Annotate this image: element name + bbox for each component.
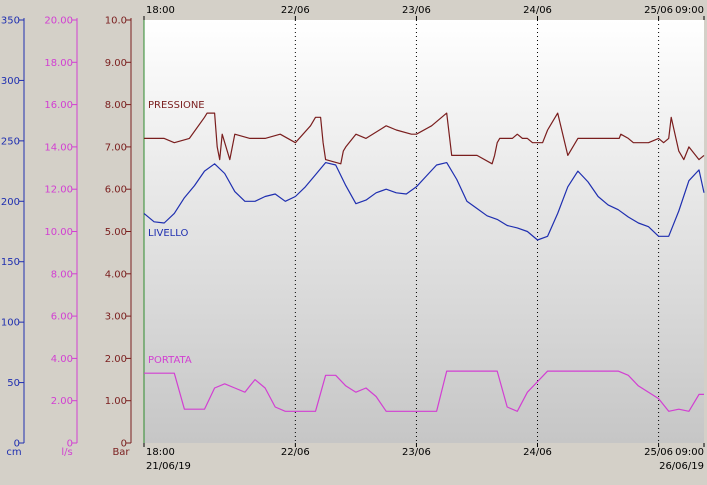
axis-tick-label-bar: 7.00 [105,142,127,153]
axis-unit-bar: Bar [112,447,130,458]
y-axes: 0 1.00 2.00 3.00 4.00 5.00 6.00 7.00 8.00 9.00 10.… [1,16,132,458]
series-label-portata: PORTATA [148,355,192,366]
axis-tick-label-cm: 200 [1,197,20,208]
axis-tick-label-ls: 16.00 [44,100,73,111]
x-tick-label-bottom: 09:00 [675,447,704,458]
x-tick-label-bottom: 23/06 [402,447,431,458]
x-start-date: 21/06/19 [146,461,191,472]
axis-tick-label-cm: 250 [1,136,20,147]
axis-tick-label-ls: 0 [67,439,73,450]
axis-tick-label-cm: 300 [1,76,20,87]
x-tick-label-top: 18:00 [146,5,175,16]
axis-tick-label-bar: 1.00 [105,396,127,407]
x-tick-label-bottom: 24/06 [523,447,552,458]
series-label-livello: LIVELLO [148,228,188,239]
x-tick-label-top: 22/06 [281,5,310,16]
x-tick-label-bottom: 25/06 [644,447,673,458]
axis-tick-label-bar: 3.00 [105,312,127,323]
axis-tick-label-bar: 5.00 [105,227,127,238]
axis-tick-label-ls: 18.00 [44,58,73,69]
x-end-date: 26/06/19 [659,461,704,472]
axis-tick-label-ls: 4.00 [51,354,73,365]
axis-unit-ls: l/s [61,447,72,458]
x-tick-label-top: 25/06 [644,5,673,16]
axis-tick-label-bar: 2.00 [105,354,127,365]
axis-tick-label-bar: 9.00 [105,58,127,69]
axis-tick-label-bar: 10.0 [105,16,127,27]
axis-tick-label-ls: 14.00 [44,142,73,153]
axis-tick-label-bar: 6.00 [105,185,127,196]
axis-tick-label-ls: 6.00 [51,312,73,323]
x-tick-label-bottom: 22/06 [281,447,310,458]
axis-tick-label-cm: 0 [14,439,20,450]
axis-tick-label-ls: 2.00 [51,396,73,407]
axis-tick-label-ls: 12.00 [44,185,73,196]
x-tick-label-top: 24/06 [523,5,552,16]
series-line-livello [143,162,705,241]
x-tick-label-top: 09:00 [675,5,704,16]
axis-tick-label-cm: 150 [1,257,20,268]
plot-area [144,20,704,443]
axis-tick-label-cm: 50 [7,378,20,389]
series-line-portata [144,370,704,412]
axis-tick-label-bar: 4.00 [105,269,127,280]
axis-tick-label-ls: 10.00 [44,227,73,238]
axis-tick-label-cm: 100 [1,318,20,329]
x-tick-label-bottom: 18:00 [146,447,175,458]
x-axis: 18:00 18:00 22/06 22/06 23/06 23/06 24/06 24/06… [143,5,705,472]
axis-tick-label-cm: 350 [1,16,20,27]
series-label-pressione: PRESSIONE [148,100,205,111]
axis-tick-label-bar: 8.00 [105,100,127,111]
axis-tick-label-ls: 8.00 [51,269,73,280]
axis-tick-label-bar: 0 [121,439,127,450]
series-labels: PRESSIONE LIVELLO PORTATA [148,100,205,366]
series-line-pressione [144,112,705,165]
grid-lines [143,20,660,443]
axis-tick-label-ls: 20.00 [44,16,73,27]
x-tick-label-top: 23/06 [402,5,431,16]
series-layer [143,112,705,412]
axis-unit-cm: cm [6,447,21,458]
